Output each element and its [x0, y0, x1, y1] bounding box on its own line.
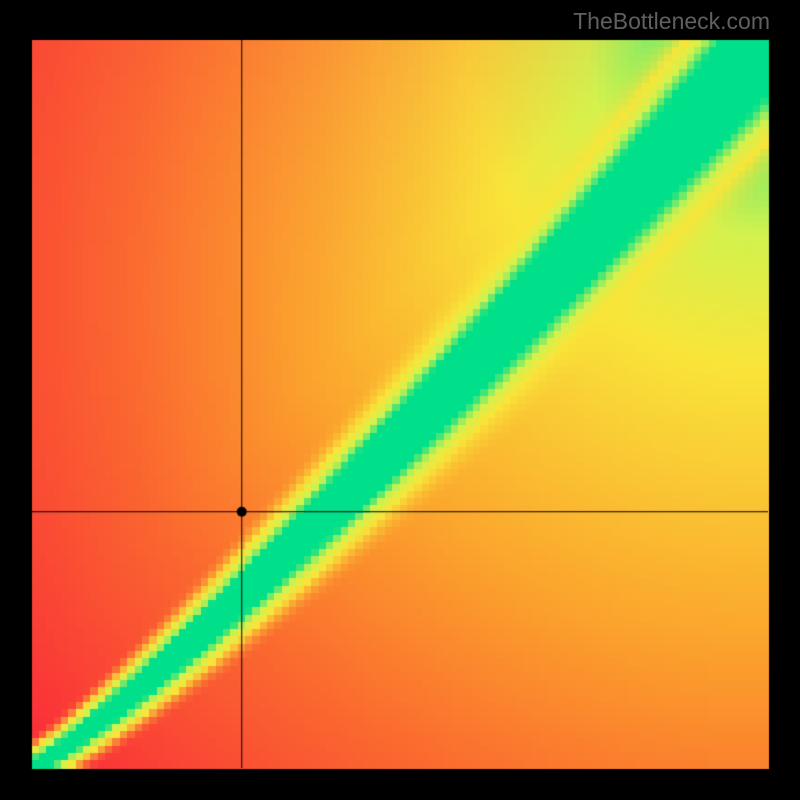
watermark-text: TheBottleneck.com — [573, 8, 770, 35]
bottleneck-heatmap — [0, 0, 800, 800]
